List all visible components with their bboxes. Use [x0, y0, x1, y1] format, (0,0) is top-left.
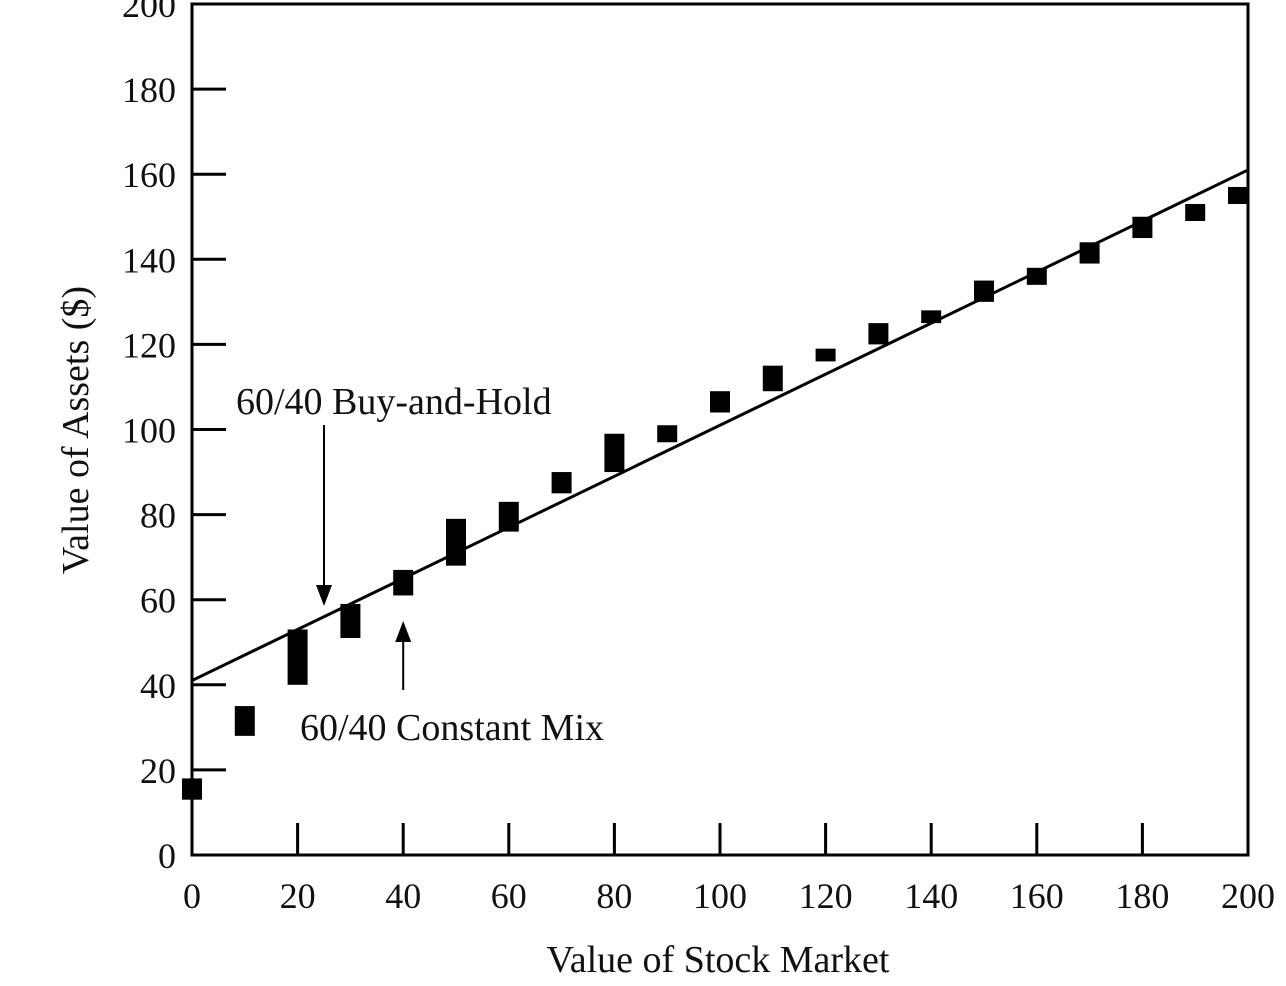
- y-tick-label: 80: [140, 496, 176, 536]
- y-tick-label: 100: [122, 411, 176, 451]
- constant-mix-marker: [657, 425, 678, 443]
- constant-mix-marker: [287, 629, 308, 685]
- x-tick-label: 140: [904, 876, 958, 916]
- constant-mix-marker: [710, 391, 730, 413]
- constant-mix-marker: [868, 323, 889, 345]
- constant-mix-marker: [1132, 216, 1153, 239]
- y-tick-label: 140: [122, 240, 176, 280]
- constant-mix-marker: [1079, 242, 1100, 264]
- constant-mix-marker: [446, 518, 466, 566]
- x-tick-label: 0: [183, 876, 201, 916]
- constant-mix-marker: [1185, 203, 1206, 222]
- constant-mix-marker: [340, 603, 361, 638]
- constant-mix-marker: [815, 348, 836, 362]
- x-tick-label: 80: [596, 876, 632, 916]
- constant-mix-marker: [604, 433, 625, 473]
- x-tick-label: 200: [1221, 876, 1275, 916]
- x-tick-label: 20: [280, 876, 316, 916]
- y-tick-label: 160: [122, 155, 176, 195]
- y-tick-label: 180: [122, 70, 176, 110]
- y-tick-label: 200: [122, 0, 176, 25]
- x-axis-label: Value of Stock Market: [547, 939, 890, 981]
- buy-and-hold-line: [191, 168, 1249, 682]
- x-tick-label: 100: [693, 876, 747, 916]
- constant-mix-marker: [551, 472, 572, 494]
- annotation-constant-mix: 60/40 Constant Mix: [300, 707, 604, 749]
- x-tick-label: 120: [799, 876, 853, 916]
- y-tick-label: 0: [158, 836, 176, 876]
- constant-mix-marker: [762, 365, 783, 392]
- x-tick-label: 160: [1010, 876, 1064, 916]
- y-tick-label: 20: [140, 751, 176, 791]
- constant-mix-marker: [921, 310, 942, 324]
- x-tick-label: 180: [1115, 876, 1169, 916]
- x-tick-label: 60: [491, 876, 527, 916]
- y-axis-label: Value of Assets ($): [55, 286, 97, 574]
- constant-mix-marker: [1026, 267, 1047, 285]
- x-tick-label: 40: [385, 876, 421, 916]
- arrowhead-down-icon: [316, 585, 332, 606]
- y-tick-label: 60: [140, 581, 176, 621]
- arrowhead-up-icon: [395, 621, 412, 642]
- constant-mix-marker: [1228, 186, 1248, 204]
- y-tick-label: 40: [140, 666, 176, 706]
- y-tick-label: 120: [122, 325, 176, 365]
- constant-mix-marker: [234, 706, 255, 736]
- plot-frame: [190, 2, 1250, 857]
- constant-mix-marker: [393, 569, 414, 596]
- constant-mix-marker: [498, 501, 519, 532]
- constant-mix-marker: [974, 280, 994, 302]
- annotation-buy-and-hold: 60/40 Buy-and-Hold: [236, 381, 552, 423]
